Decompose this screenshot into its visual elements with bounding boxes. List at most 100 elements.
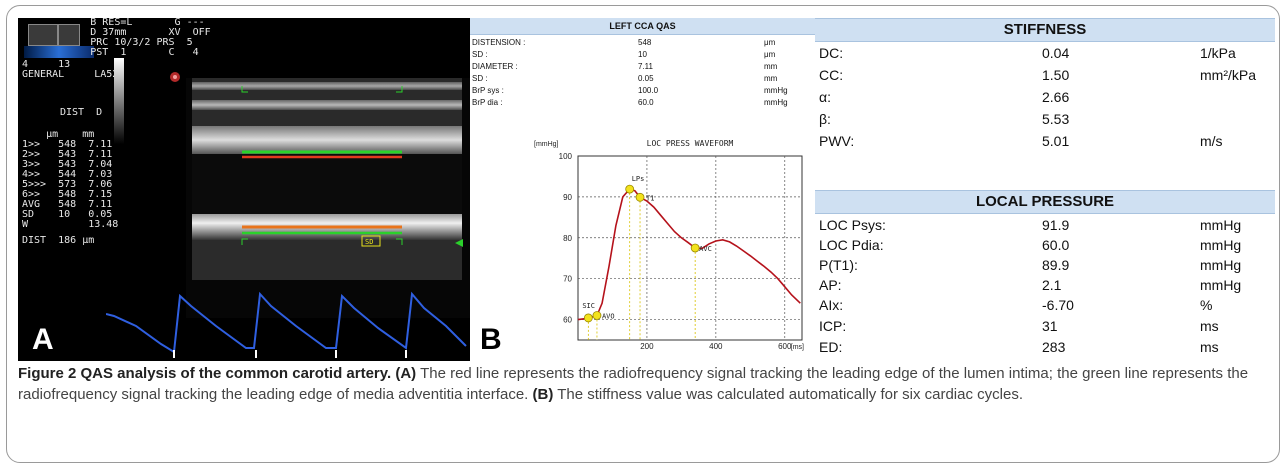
qas-title: LEFT CCA QAS <box>470 18 815 35</box>
pressure-row-pt1: P(T1): 89.9 mmHg <box>815 254 1275 276</box>
qas-panel: LEFT CCA QAS DISTENSION : 548 μm SD : 10… <box>470 18 815 361</box>
ultrasound-image: SD <box>186 78 470 318</box>
scan-params-line-4: PST 1 C 4 <box>18 47 199 58</box>
distension-result: DIST 186 μm <box>22 235 95 246</box>
marker-label: T1 <box>646 194 654 202</box>
stiffness-panel: STIFFNESS DC: 0.04 1/kPa CC: 1.50 mm²/kP… <box>815 18 1275 361</box>
caption-title: Figure 2 QAS analysis of the common caro… <box>18 365 392 382</box>
param-unit: ms <box>1200 318 1219 334</box>
qas-row-diameter-sd: SD : 0.05 mm <box>470 73 815 84</box>
param-value: 283 <box>1042 339 1066 355</box>
waveform-marker <box>583 313 593 323</box>
param-value: 5.53 <box>1042 111 1070 127</box>
qas-row-distension-sd: SD : 10 μm <box>470 49 815 60</box>
caption-text-b: The stiffness value was calculated autom… <box>557 386 1023 403</box>
x-axis-label: [ms] <box>791 344 804 351</box>
qas-value: 7.11 <box>638 62 653 71</box>
qas-value: 10 <box>638 50 647 59</box>
local-pressure-title: LOCAL PRESSURE <box>815 190 1275 214</box>
stiffness-title: STIFFNESS <box>815 18 1275 42</box>
marker-label: AVO <box>602 312 615 320</box>
y-tick-label: 90 <box>563 193 572 202</box>
focus-marker-icon <box>170 72 180 82</box>
qas-row-brp-sys: BrP sys : 100.0 mmHg <box>470 85 815 96</box>
param-value: 1.50 <box>1042 67 1070 83</box>
waveform-marker <box>592 311 602 320</box>
measure-row: 6>> 548 7.15 <box>22 189 113 200</box>
marker-label: LPs <box>632 175 645 183</box>
figure: B RES=L G --- D 37mm XV OFF PRC 10/3/2 P… <box>18 18 1275 361</box>
param-label: P(T1): <box>819 257 858 273</box>
qas-label: SD : <box>472 74 488 83</box>
qas-unit: mmHg <box>764 86 788 95</box>
param-value: 31 <box>1042 318 1058 334</box>
param-label: ED: <box>819 339 843 355</box>
measure-row: AVG 548 7.11 <box>22 199 113 210</box>
scan-params-line-2: D 37mm XV OFF <box>18 27 211 38</box>
y-tick-label: 60 <box>563 316 572 325</box>
scan-depth-marker-icon <box>455 239 463 247</box>
stiffness-row-alpha: α: 2.66 <box>815 86 1275 108</box>
measure-row: 1>> 548 7.11 <box>22 139 113 150</box>
figure-caption: Figure 2 QAS analysis of the common caro… <box>18 363 1270 405</box>
qas-unit: mm <box>764 62 778 71</box>
param-unit: % <box>1200 297 1213 313</box>
param-label: AIx: <box>819 297 844 313</box>
stiffness-row-pwv: PWV: 5.01 m/s <box>815 130 1275 152</box>
measure-row: 2>> 543 7.11 <box>22 149 113 160</box>
pressure-row-aix: AIx: -6.70 % <box>815 294 1275 316</box>
param-label: LOC Psys: <box>819 217 886 233</box>
pressure-row-ap: AP: 2.1 mmHg <box>815 274 1275 296</box>
measure-column-title: DIST D <box>60 107 103 118</box>
param-label: DC: <box>819 45 844 61</box>
measure-row: SD 10 0.05 <box>22 209 113 220</box>
measure-row: 4>> 544 7.03 <box>22 169 113 180</box>
qas-value: 0.05 <box>638 74 654 83</box>
qas-unit: μm <box>764 38 776 47</box>
caption-tag-b: (B) <box>532 386 554 403</box>
y-tick-label: 100 <box>559 152 573 161</box>
caption-tag-a: (A) <box>395 365 417 382</box>
panel-letter-b: B <box>480 323 502 356</box>
param-unit: mmHg <box>1200 217 1242 233</box>
param-label: CC: <box>819 67 844 83</box>
qas-unit: μm <box>764 50 776 59</box>
stiffness-row-cc: CC: 1.50 mm²/kPa <box>815 64 1275 86</box>
stiffness-row-beta: β: 5.53 <box>815 108 1275 130</box>
qas-unit: mmHg <box>764 98 788 107</box>
qas-value: 100.0 <box>638 86 659 95</box>
param-unit: 1/kPa <box>1200 45 1236 61</box>
measure-units: μm mm <box>22 129 95 140</box>
param-label: AP: <box>819 277 842 293</box>
qas-label: BrP sys : <box>472 86 504 95</box>
scan-params-line-1: B RES=L G --- <box>18 18 205 28</box>
scan-params-line-3: PRC 10/3/2 PRS 5 <box>18 37 193 48</box>
param-label: β: <box>819 111 831 127</box>
qas-label: DIAMETER : <box>472 62 518 71</box>
param-value: 89.9 <box>1042 257 1070 273</box>
param-unit: mmHg <box>1200 257 1242 273</box>
param-value: 5.01 <box>1042 133 1070 149</box>
preset-label: GENERAL LA523 <box>22 69 125 80</box>
x-tick-label: 200 <box>640 342 654 351</box>
pressure-waveform-chart: 60 70 80 90 100 200 400 600 LOC PRESS WAVEFORM [m… <box>534 139 804 351</box>
qas-label: BrP dia : <box>472 98 503 107</box>
y-tick-label: 80 <box>563 234 572 243</box>
param-unit: m/s <box>1200 133 1223 149</box>
waveform-marker <box>625 184 635 194</box>
qas-row-distension: DISTENSION : 548 μm <box>470 37 815 48</box>
y-axis-label: [mmHg] <box>534 141 559 148</box>
pressure-row-ed: ED: 283 ms <box>815 336 1275 358</box>
param-value: 2.1 <box>1042 277 1062 293</box>
param-value: 0.04 <box>1042 45 1070 61</box>
measure-row: W 13.48 <box>22 219 119 230</box>
probe-orientation-icon <box>58 24 80 46</box>
param-label: PWV: <box>819 133 855 149</box>
marker-label: AVC <box>699 245 712 253</box>
param-unit: ms <box>1200 339 1219 355</box>
param-label: α: <box>819 89 831 105</box>
x-tick-label: 600 <box>778 342 792 351</box>
x-tick-label: 400 <box>709 342 723 351</box>
panel-letter-a: A <box>32 323 54 356</box>
stiffness-row-dc: DC: 0.04 1/kPa <box>815 42 1275 64</box>
